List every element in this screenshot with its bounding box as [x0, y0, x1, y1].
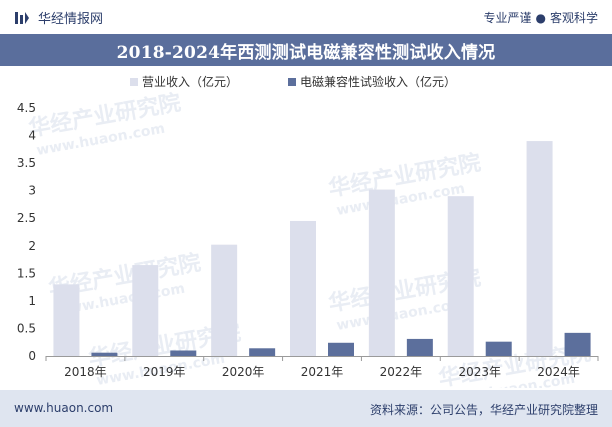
chart-legend: 营业收入（亿元） 电磁兼容性试验收入（亿元）	[130, 74, 456, 89]
bar-revenue-4	[368, 189, 395, 356]
chart-title: 2018-2024年西测测试电磁兼容性测试收入情况	[116, 42, 496, 63]
legend-swatch-2	[288, 78, 296, 86]
bar-emc-2	[249, 348, 276, 356]
bar-revenue-5	[447, 196, 474, 356]
chart-area: 华经产业研究院 www.huaon.com 华经产业研究院 www.huaon.com…	[0, 66, 612, 409]
legend-label-2: 电磁兼容性试验收入（亿元）	[300, 74, 456, 89]
bar-revenue-0	[53, 284, 80, 356]
bar-emc-0	[91, 352, 118, 356]
bar-revenue-1	[132, 265, 159, 356]
bars	[53, 141, 591, 356]
y-axis: 0 0.5 1 1.5 2 2.5 3 3.5 4 4.5	[17, 101, 36, 363]
x-tick-label: 2020年	[222, 365, 265, 379]
tagline-separator: ●	[535, 11, 546, 25]
footer-source: 资料来源：公司公告，华经产业研究院整理	[369, 403, 598, 417]
bar-revenue-2	[211, 244, 238, 356]
y-tick-label: 2.5	[17, 211, 36, 225]
bar-revenue-6	[526, 141, 553, 356]
legend-label-1: 营业收入（亿元）	[142, 74, 238, 89]
bar-revenue-3	[290, 220, 316, 356]
y-tick-label: 2	[28, 239, 36, 253]
x-tick-label: 2024年	[537, 365, 580, 379]
y-tick-label: 4.5	[17, 101, 36, 115]
footer: www.huaon.com 资料来源：公司公告，华经产业研究院整理	[0, 390, 612, 427]
y-tick-label: 0.5	[17, 321, 36, 335]
y-tick-label: 3	[28, 184, 36, 198]
chart-svg: 华经产业研究院www.huaon.com华经产业研究院www.huaon.com…	[17, 74, 599, 409]
x-tick-label: 2023年	[458, 365, 501, 379]
tagline-left: 专业严谨	[483, 11, 532, 25]
x-tick-label: 2018年	[64, 365, 107, 379]
bar-emc-3	[328, 342, 354, 356]
y-tick-label: 1	[28, 294, 36, 308]
x-tick-label: 2022年	[380, 365, 423, 379]
bar-emc-5	[485, 341, 512, 356]
legend-swatch-1	[130, 78, 138, 86]
y-tick-label: 1.5	[17, 266, 36, 280]
brand-name: 华经情报网	[38, 12, 104, 27]
y-tick-label: 3.5	[17, 156, 36, 170]
title-bar: 2018-2024年西测测试电磁兼容性测试收入情况	[0, 34, 612, 66]
brand[interactable]: 华经情报网	[14, 8, 103, 27]
x-tick-label: 2021年	[301, 365, 344, 379]
y-tick-label: 4	[28, 129, 36, 143]
tagline: 专业严谨 ● 客观科学	[483, 9, 598, 26]
x-tick-label: 2019年	[143, 365, 186, 379]
brand-logo-icon	[15, 11, 29, 24]
bar-emc-4	[406, 338, 433, 356]
x-axis: 2018年 2019年 2020年 2021年 2022年 2023年 2024年	[45, 356, 599, 379]
bar-emc-1	[170, 350, 197, 356]
footer-website-link[interactable]: www.huaon.com	[14, 401, 114, 415]
top-bar: 华经情报网 专业严谨 ● 客观科学	[0, 0, 612, 34]
bar-emc-6	[564, 332, 591, 356]
tagline-right: 客观科学	[549, 11, 598, 25]
y-tick-label: 0	[28, 349, 36, 363]
